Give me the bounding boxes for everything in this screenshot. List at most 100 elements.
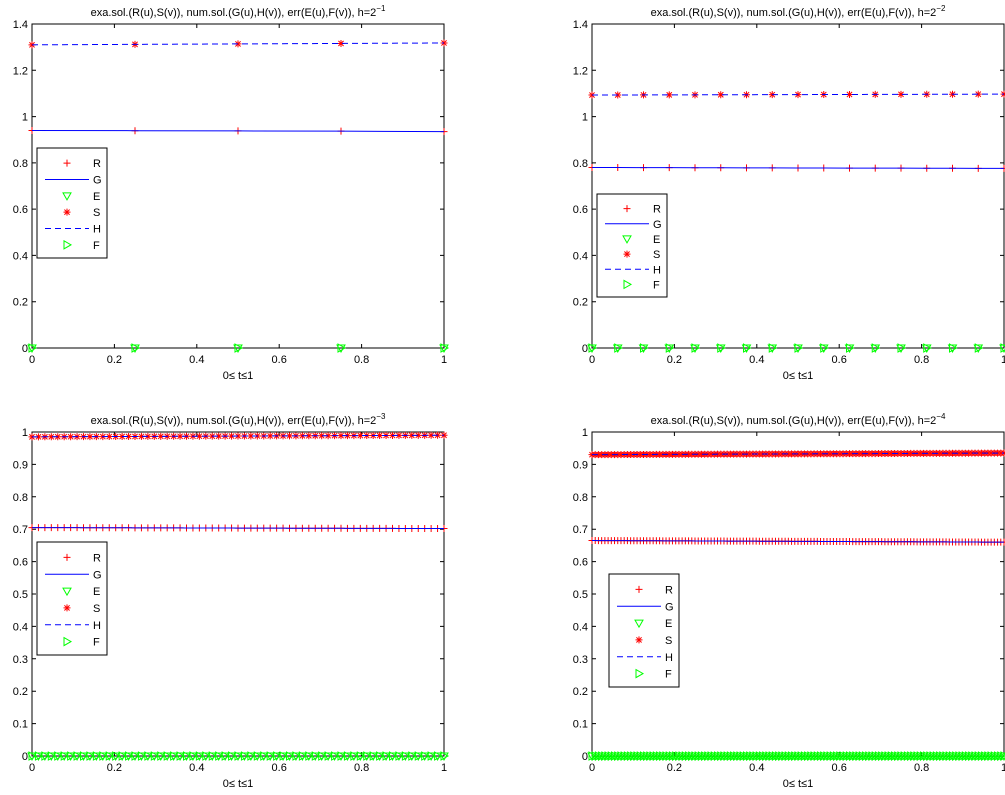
series-line-H <box>591 452 1005 456</box>
point-F <box>34 751 44 761</box>
legend-label-R: R <box>93 552 101 564</box>
point-F <box>318 751 327 761</box>
point-F <box>440 751 450 761</box>
point-F <box>949 343 958 353</box>
point-E <box>226 752 237 762</box>
point-S <box>228 432 236 440</box>
subplot-3: exa.sol.(R(u),S(v)), num.sol.(G(u),H(v))… <box>13 412 450 790</box>
point-E <box>355 752 366 762</box>
legend-marker-S <box>63 604 71 612</box>
legend-label-G: G <box>93 569 102 581</box>
point-E <box>310 752 321 762</box>
point-E <box>46 752 57 762</box>
point-E <box>297 752 308 762</box>
point-E <box>664 344 675 354</box>
y-tick-label: 0.8 <box>573 158 588 170</box>
point-F <box>67 751 76 761</box>
series-F <box>28 343 450 353</box>
point-E <box>291 752 301 762</box>
point-F <box>382 751 392 761</box>
point-E <box>162 752 173 762</box>
point-F <box>60 751 70 761</box>
y-tick-label: 0.4 <box>13 621 28 633</box>
y-tick-label: 1.2 <box>13 65 28 77</box>
y-tick-label: 0.9 <box>573 459 588 471</box>
y-tick-label: 1.2 <box>573 65 588 77</box>
point-E <box>342 752 353 762</box>
point-E <box>155 752 166 762</box>
point-F <box>343 751 353 761</box>
point-E <box>97 752 108 762</box>
point-E <box>844 344 855 354</box>
point-F <box>54 751 63 761</box>
x-tick-label: 0.4 <box>749 354 764 366</box>
point-S <box>588 91 596 99</box>
y-tick-label: 0.6 <box>13 204 28 216</box>
point-S <box>427 431 435 439</box>
y-tick-label: 0.2 <box>13 686 28 698</box>
point-E <box>329 752 340 762</box>
point-E <box>33 752 44 762</box>
series-line-H <box>31 42 445 46</box>
point-F <box>768 343 778 353</box>
point-E <box>361 752 372 762</box>
point-F <box>350 751 359 761</box>
x-tick-label: 1 <box>1001 762 1005 774</box>
point-F <box>427 751 437 761</box>
point-S <box>305 432 313 440</box>
point-F <box>305 751 314 761</box>
point-F <box>253 751 263 761</box>
point-F <box>221 751 231 761</box>
y-tick-label: 0.1 <box>13 719 28 731</box>
point-E <box>638 344 649 354</box>
point-E <box>336 752 346 762</box>
point-S <box>665 91 673 99</box>
point-F <box>131 343 141 353</box>
point-F <box>183 751 192 761</box>
point-F <box>389 751 398 761</box>
point-F <box>144 751 153 761</box>
legend-label-F: F <box>665 669 672 681</box>
point-E <box>149 752 160 762</box>
x-tick-label: 0.8 <box>354 354 369 366</box>
point-F <box>80 751 89 761</box>
point-E <box>194 752 205 762</box>
y-tick-label: 0.3 <box>573 654 588 666</box>
legend-marker-E <box>62 587 72 597</box>
x-tick-label: 0 <box>29 762 35 774</box>
point-F <box>228 751 237 761</box>
point-F <box>170 751 179 761</box>
point-F <box>401 751 411 761</box>
legend-label-E: E <box>653 234 660 246</box>
y-tick-label: 1 <box>582 427 588 439</box>
chart-title: exa.sol.(R(u),S(v)), num.sol.(G(u),H(v))… <box>651 4 946 19</box>
point-E <box>432 752 443 762</box>
point-S <box>234 432 242 440</box>
y-tick-label: 0.3 <box>13 654 28 666</box>
legend-box <box>36 147 108 259</box>
series-H <box>31 42 445 46</box>
x-tick-label: 0 <box>589 354 595 366</box>
point-S <box>28 41 36 49</box>
point-E <box>303 752 314 762</box>
point-S <box>176 432 184 440</box>
point-F <box>743 343 752 353</box>
point-S <box>974 90 982 98</box>
series-G <box>31 129 445 133</box>
x-tick-label: 0 <box>589 762 595 774</box>
point-S <box>47 433 55 441</box>
legend-marker-E <box>634 619 644 629</box>
plot-area <box>27 39 450 354</box>
point-E <box>316 752 327 762</box>
y-tick-label: 0.6 <box>13 557 28 569</box>
legend-label-E: E <box>93 191 100 203</box>
legend-label-E: E <box>665 618 672 630</box>
point-F <box>434 751 443 761</box>
point-S <box>794 91 802 99</box>
point-F <box>356 751 366 761</box>
x-tick-label: 0.6 <box>832 354 847 366</box>
y-tick-label: 0.5 <box>13 589 28 601</box>
